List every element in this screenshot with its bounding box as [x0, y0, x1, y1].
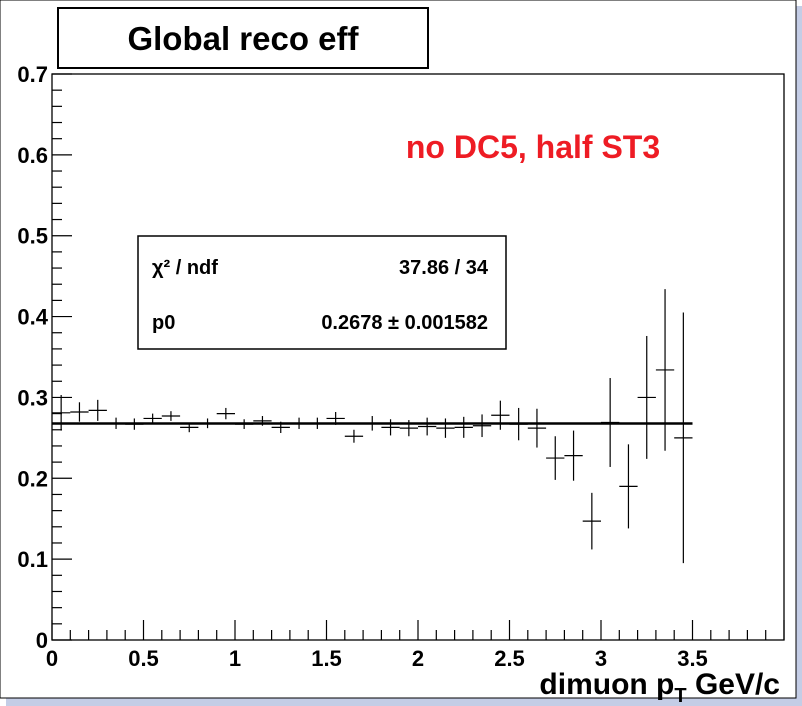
data-point — [271, 421, 290, 434]
x-tick-label: 1.5 — [311, 646, 342, 671]
data-point — [125, 418, 144, 430]
data-point — [161, 411, 181, 421]
data-point — [381, 419, 400, 436]
y-tick-label: 0.2 — [17, 466, 48, 491]
data-point — [436, 418, 455, 438]
stats-chi2-value: 37.86 / 34 — [399, 257, 489, 279]
data-point — [253, 416, 272, 426]
data-point — [564, 430, 583, 481]
y-axis-labels: 0 0.1 0.2 0.3 0.4 0.5 0.6 0.7 — [17, 62, 48, 653]
x-axis-label: dimuon pT GeV/c — [539, 668, 780, 706]
data-point — [472, 414, 492, 438]
x-axis-label-sub: T — [674, 685, 686, 706]
data-point — [399, 420, 418, 437]
x-axis-label-unit: GeV/c — [687, 668, 780, 701]
data-point — [637, 335, 656, 459]
y-tick-label: 0.6 — [17, 143, 48, 168]
y-tick-label: 0.3 — [17, 385, 48, 410]
data-point — [308, 417, 327, 429]
y-tick-label: 0 — [36, 628, 48, 653]
stats-p0-label: p0 — [152, 312, 175, 334]
data-point — [289, 417, 309, 429]
data-point — [88, 399, 107, 421]
y-axis-ticks — [52, 73, 72, 641]
x-tick-label: 0.5 — [128, 646, 159, 671]
y-tick-label: 0.4 — [17, 305, 48, 330]
stats-p0-value: 0.2678 ± 0.001582 — [321, 312, 488, 334]
x-axis-labels: 0 0.5 1 1.5 2 2.5 3 3.5 — [46, 646, 708, 671]
title-box — [57, 7, 429, 69]
x-tick-label: 2 — [412, 646, 424, 671]
chart-title: Global reco eff — [127, 20, 359, 57]
data-point — [106, 417, 126, 429]
x-tick-label: 0 — [46, 646, 58, 671]
data-point — [216, 407, 235, 420]
data-point — [601, 378, 620, 467]
data-point — [655, 289, 675, 451]
data-point — [491, 400, 510, 430]
data-point — [582, 492, 601, 550]
data-point — [527, 408, 547, 448]
data-point — [52, 395, 71, 431]
data-point — [619, 444, 638, 529]
y-tick-label: 0.7 — [17, 62, 48, 87]
data-point — [180, 422, 199, 433]
data-point — [363, 416, 382, 431]
x-axis-ticks — [51, 620, 785, 640]
x-tick-label: 3.5 — [677, 646, 708, 671]
data-point — [344, 429, 364, 443]
data-point — [454, 416, 473, 438]
annotation-text: no DC5, half ST3 — [406, 129, 660, 165]
x-tick-label: 1 — [229, 646, 241, 671]
data-point — [509, 407, 528, 441]
data-point — [235, 419, 254, 429]
data-points — [52, 289, 693, 564]
data-point — [418, 417, 437, 436]
data-point — [546, 436, 565, 480]
x-tick-label: 2.5 — [494, 646, 525, 671]
data-point — [198, 418, 217, 429]
data-point — [674, 312, 693, 564]
data-point — [326, 411, 345, 425]
stats-box: χ² / ndf 37.86 / 34 p0 0.2678 ± 0.001582 — [137, 235, 507, 350]
x-axis-label-main: dimuon p — [539, 668, 674, 701]
stats-box-frame — [137, 235, 507, 350]
x-tick-label: 3 — [595, 646, 607, 671]
data-point — [70, 402, 89, 422]
y-tick-label: 0.5 — [17, 224, 48, 249]
y-tick-label: 0.1 — [17, 547, 48, 572]
stats-chi2-label: χ² / ndf — [152, 257, 218, 279]
data-point — [143, 413, 162, 424]
